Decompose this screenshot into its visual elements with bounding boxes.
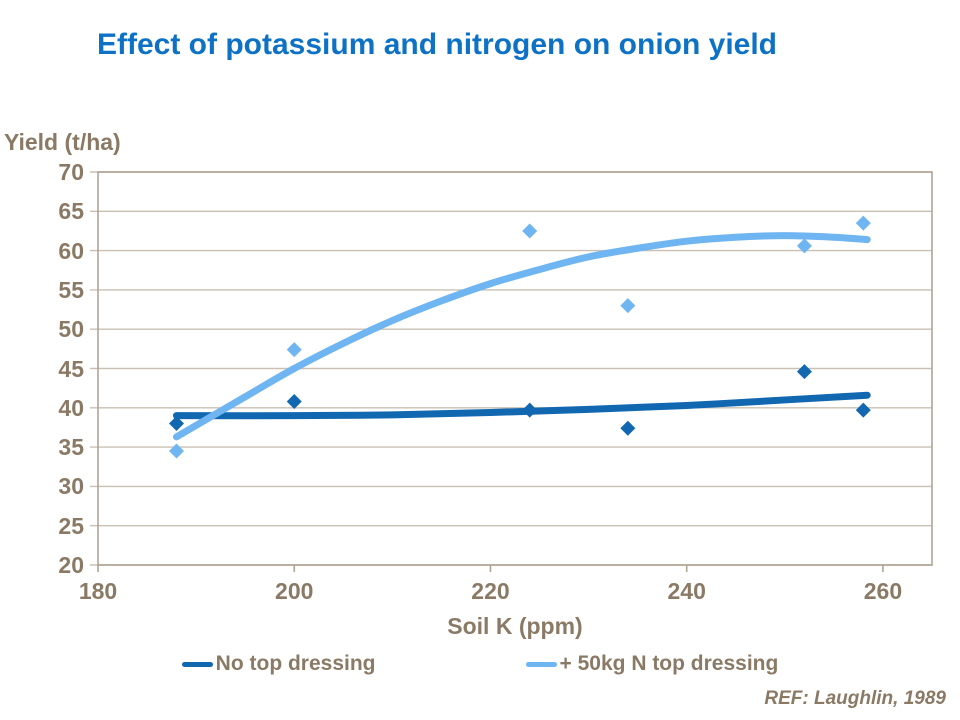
x-tick-label: 240 xyxy=(667,578,706,604)
data-point-marker-series1 xyxy=(168,416,184,432)
data-point-marker-series2 xyxy=(855,215,871,231)
x-tick-label: 180 xyxy=(78,578,118,604)
legend: No top dressing + 50kg N top dressing xyxy=(0,652,960,676)
trend-line-series2 xyxy=(172,232,871,441)
y-tick-label: 65 xyxy=(58,198,84,225)
y-axis-title: Yield (t/ha) xyxy=(4,129,121,155)
trend-line-series1 xyxy=(172,391,871,420)
y-tick-label: 20 xyxy=(58,552,84,578)
legend-label-series1: No top dressing xyxy=(215,652,376,675)
y-tick-label: 55 xyxy=(58,276,84,303)
series1-line-swatch xyxy=(181,661,213,667)
legend-label-series2: + 50kg N top dressing xyxy=(559,652,779,675)
data-point-marker-series1 xyxy=(796,364,812,380)
x-tick-label: 260 xyxy=(863,578,903,604)
plot-border xyxy=(97,171,933,566)
data-point-marker-series2 xyxy=(620,298,636,314)
y-tick-label: 60 xyxy=(58,237,84,264)
y-tick-label: 25 xyxy=(58,512,84,539)
data-point-marker-series2 xyxy=(286,342,302,358)
data-point-marker-series2 xyxy=(796,238,812,254)
x-axis-title: Soil K (ppm) xyxy=(447,613,583,639)
y-tick-label: 45 xyxy=(58,355,84,382)
y-tick-label: 35 xyxy=(58,434,84,461)
legend-item-no-top-dressing: No top dressing xyxy=(181,652,376,676)
legend-item-50kg-n-top-dressing: + 50kg N top dressing xyxy=(525,652,779,676)
data-point-marker-series1 xyxy=(286,394,302,410)
data-point-marker-series1 xyxy=(522,402,538,418)
x-tick-label: 220 xyxy=(471,578,510,604)
y-tick-label: 30 xyxy=(58,473,84,500)
y-tick-label: 50 xyxy=(58,316,84,343)
chart-title: Effect of potassium and nitrogen on onio… xyxy=(97,28,778,61)
series2-line-swatch xyxy=(525,661,557,667)
x-tick-label: 200 xyxy=(275,578,314,604)
data-point-marker-series1 xyxy=(620,420,636,436)
reference-note: REF: Laughlin, 1989 xyxy=(764,688,946,709)
y-tick-label: 40 xyxy=(58,394,84,421)
data-point-marker-series1 xyxy=(855,402,871,418)
y-tick-label: 70 xyxy=(58,159,84,185)
data-point-marker-series2 xyxy=(168,443,184,459)
data-point-marker-series2 xyxy=(522,223,538,239)
